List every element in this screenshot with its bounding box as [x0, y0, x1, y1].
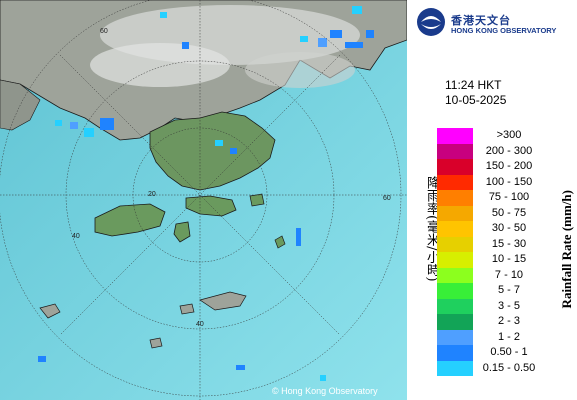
legend-swatch — [437, 205, 473, 221]
legend-range-label: 5 - 7 — [497, 284, 520, 296]
legend-row: 10 - 15 — [437, 252, 577, 268]
lamma-island — [173, 221, 191, 243]
legend-swatch — [437, 267, 473, 283]
legend-range-label: 10 - 15 — [491, 253, 527, 265]
island — [199, 291, 247, 311]
legend-swatch — [437, 345, 473, 361]
legend-range-label: 150 - 200 — [485, 160, 533, 172]
legend-range-label: 75 - 100 — [488, 191, 530, 203]
timestamp-date: 10-05-2025 — [445, 93, 507, 107]
cloud — [245, 52, 355, 88]
island — [274, 235, 286, 249]
ring-label-40-south: 40 — [196, 321, 204, 328]
range-rings — [0, 0, 407, 400]
legend-range-label: 100 - 150 — [485, 175, 533, 188]
legend-swatch — [437, 221, 473, 237]
legend-swatch — [437, 236, 473, 252]
legend-row: 200 - 300 — [437, 143, 577, 159]
rainfall-legend: >300 200 - 300 150 - 200 100 - 150 75 - 100 5… — [437, 128, 577, 376]
radar-map-svg: 60 60 40 40 20 — [0, 0, 407, 400]
legend-row: 3 - 5 — [437, 298, 577, 314]
legend-row: 0.50 - 1 — [437, 345, 577, 361]
legend-row: 1 - 2 — [437, 329, 577, 345]
legend-row: 75 - 100 — [437, 190, 577, 206]
legend-title-cn: 降雨率(毫米/小時) — [424, 176, 439, 282]
legend-row: >300 — [437, 128, 577, 144]
legend-range-label: 15 - 30 — [491, 237, 527, 250]
legend-row: 50 - 75 — [437, 205, 577, 221]
legend-row: 7 - 10 — [437, 267, 577, 283]
legend-swatch — [437, 143, 473, 159]
ring-label-60-east: 60 — [383, 195, 391, 202]
ring-label-20: 20 — [148, 191, 156, 198]
legend-row: 0.15 - 0.50 — [437, 360, 577, 376]
legend-range-label: 50 - 75 — [491, 206, 527, 219]
legend-row: 100 - 150 — [437, 174, 577, 190]
radar-map: 60 60 40 40 20 © Hong Kong Observatory — [0, 0, 407, 400]
timestamp-time: 11:24 HKT — [445, 78, 502, 92]
copyright-text: © Hong Kong Observatory — [272, 386, 378, 396]
ring-label-60: 60 — [100, 28, 108, 35]
legend-swatch — [437, 252, 473, 268]
legend-swatch — [437, 174, 473, 190]
hong-kong-land — [149, 111, 276, 191]
cloud — [90, 43, 230, 87]
legend-swatch — [437, 329, 473, 345]
legend-swatch — [437, 360, 473, 376]
legend-row: 150 - 200 — [437, 159, 577, 175]
legend-row: 5 - 7 — [437, 283, 577, 299]
timestamp: 11:24 HKT 10-05-2025 — [445, 78, 506, 108]
legend-title-en: Rainfall Rate (mm/h) — [559, 190, 574, 309]
legend-swatch — [437, 190, 473, 206]
hko-logo-icon — [417, 8, 445, 36]
legend-range-label: 30 - 50 — [491, 222, 527, 234]
org-name-en: HONG KONG OBSERVATORY — [451, 26, 557, 35]
legend-range-label: 7 - 10 — [494, 268, 524, 281]
legend-row: 15 - 30 — [437, 236, 577, 252]
legend-swatch — [437, 159, 473, 175]
ring-label-40: 40 — [72, 233, 80, 240]
legend-row: 2 - 3 — [437, 314, 577, 330]
legend-swatch — [437, 283, 473, 299]
legend-range-label: 0.50 - 1 — [490, 346, 528, 358]
legend-panel: 香港天文台 HONG KONG OBSERVATORY 11:24 HKT 10… — [407, 0, 577, 400]
legend-range-label: 2 - 3 — [497, 315, 520, 327]
legend-range-label: >300 — [496, 129, 522, 141]
island — [39, 303, 61, 319]
island — [179, 303, 195, 315]
rain-echoes — [38, 6, 374, 381]
legend-swatch — [437, 314, 473, 330]
legend-range-label: 200 - 300 — [485, 144, 533, 157]
legend-range-label: 3 - 5 — [497, 299, 520, 312]
org-name-cn: 香港天文台 — [451, 14, 511, 27]
legend-row: 30 - 50 — [437, 221, 577, 237]
legend-swatch — [437, 128, 473, 144]
island — [249, 193, 265, 207]
lantau-island — [94, 203, 166, 237]
island — [149, 337, 163, 349]
legend-swatch — [437, 298, 473, 314]
legend-range-label: 0.15 - 0.50 — [482, 361, 536, 374]
legend-range-label: 1 - 2 — [497, 330, 520, 343]
hko-logo: 香港天文台 HONG KONG OBSERVATORY — [415, 6, 575, 42]
